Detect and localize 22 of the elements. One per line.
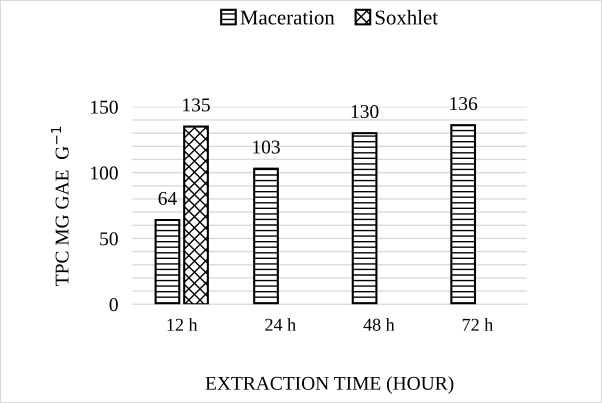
x-tick-label: 24 h xyxy=(265,318,296,331)
data-label: 136 xyxy=(450,97,478,110)
y-tick-label: 50 xyxy=(100,232,118,246)
x-tick-label: 48 h xyxy=(363,318,394,331)
y-tick-label: 100 xyxy=(91,166,118,180)
x-axis-title: EXTRACTION TIME (HOUR) xyxy=(206,376,454,394)
data-label: 103 xyxy=(253,140,280,154)
bar xyxy=(253,168,279,304)
y-tick-label: 0 xyxy=(110,298,118,312)
bar xyxy=(154,218,180,304)
legend-label: Maceration xyxy=(240,10,334,25)
data-label: 135 xyxy=(183,98,210,112)
y-tick-label: 150 xyxy=(91,100,118,114)
bar xyxy=(450,124,476,304)
legend-label: Soxhlet xyxy=(376,10,438,25)
bar xyxy=(352,132,378,304)
x-tick-label: 72 h xyxy=(462,318,494,331)
x-tick-label: 12 h xyxy=(168,318,198,331)
data-label: 130 xyxy=(352,104,378,118)
y-axis-title: TPC MG GAE G$^{−1}$ xyxy=(51,126,69,286)
data-label: 64 xyxy=(158,192,177,205)
bar xyxy=(183,125,209,304)
